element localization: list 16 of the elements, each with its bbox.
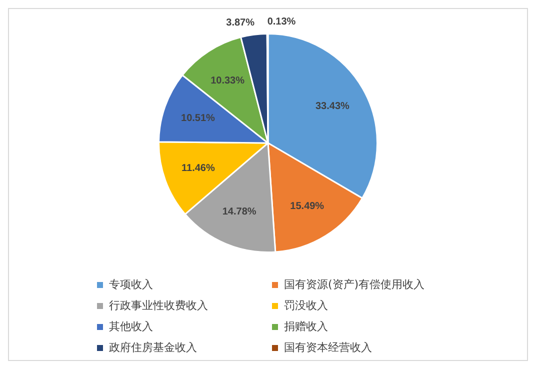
data-label: 10.51% <box>181 112 216 124</box>
data-label: 11.46% <box>182 163 215 174</box>
legend-label: 其他收入 <box>109 319 153 334</box>
legend-label: 捐赠收入 <box>284 319 328 334</box>
legend-label: 政府住房基金收入 <box>109 340 197 355</box>
data-label: 33.43% <box>315 100 350 112</box>
data-label: 10.33% <box>210 75 245 86</box>
data-label: 3.87% <box>226 18 255 29</box>
legend-label: 罚没收入 <box>284 298 328 313</box>
legend-label: 行政事业性收费收入 <box>109 298 208 313</box>
legend-label: 国有资本经营收入 <box>284 340 372 355</box>
legend-label: 专项收入 <box>109 277 153 292</box>
legend-label: 国有资源(资产)有偿使用收入 <box>284 277 425 292</box>
data-label: 14.78% <box>222 206 256 218</box>
data-label: 0.13% <box>267 16 296 28</box>
data-label: 15.49% <box>290 200 324 212</box>
